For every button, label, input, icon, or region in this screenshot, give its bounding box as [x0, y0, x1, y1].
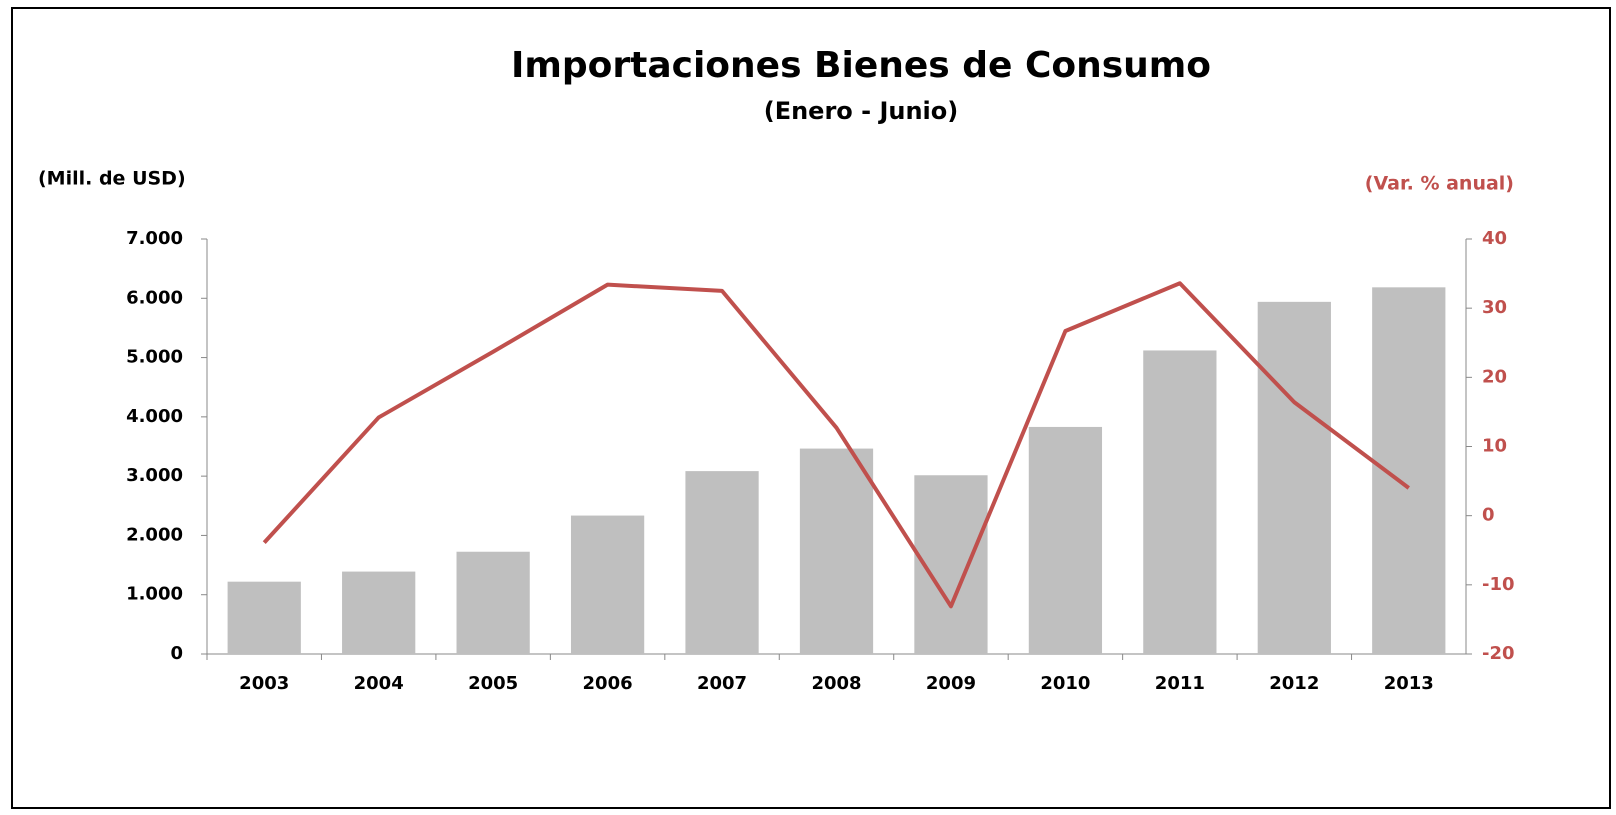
y2-axis-label: (Var. % anual): [1365, 173, 1514, 195]
x-tick-label: 2011: [1155, 673, 1205, 694]
line: [262, 281, 1410, 609]
chart-title: Importaciones Bienes de Consumo: [511, 45, 1211, 86]
x-tick-label: 2003: [239, 673, 289, 694]
y2-tick-label: -10: [1482, 574, 1515, 595]
bar: [1028, 426, 1103, 654]
x-tick-label: 2004: [354, 673, 404, 694]
x-tick-label: 2010: [1040, 673, 1090, 694]
y2-tick-label: 0: [1482, 505, 1495, 526]
y2-tick-label: 30: [1482, 297, 1507, 318]
x-tick-label: 2009: [926, 673, 976, 694]
y2-tick-label: 10: [1482, 436, 1507, 457]
y-tick-label: 2.000: [126, 524, 183, 545]
bar: [685, 471, 759, 654]
x-tick-label: 2005: [468, 673, 518, 694]
y-tick-label: 7.000: [126, 228, 183, 249]
x-tick-label: 2008: [811, 673, 861, 694]
bar: [342, 571, 416, 654]
y2-tick-label: -20: [1482, 643, 1515, 664]
y2-tick-label: 40: [1482, 228, 1507, 249]
y-tick-label: 3.000: [126, 465, 183, 486]
y-axis-label: (Mill. de USD): [38, 168, 186, 190]
chart-border: [11, 7, 1611, 809]
bar: [570, 515, 645, 654]
chart-subtitle: (Enero - Junio): [764, 97, 959, 125]
bar: [456, 551, 530, 654]
y-tick-label: 6.000: [126, 287, 183, 308]
x-tick-label: 2007: [697, 673, 747, 694]
bar: [227, 581, 301, 654]
x-tick-label: 2012: [1269, 673, 1319, 694]
y2-tick-label: 20: [1482, 366, 1507, 387]
y-tick-label: 0: [170, 643, 183, 664]
y-tick-label: 4.000: [126, 406, 183, 427]
x-tick-label: 2006: [583, 673, 633, 694]
bar: [799, 448, 874, 654]
y-tick-label: 5.000: [126, 347, 183, 368]
x-tick-label: 2013: [1384, 673, 1434, 694]
bar: [1257, 301, 1331, 654]
bar: [1143, 350, 1217, 654]
y-tick-label: 1.000: [126, 584, 183, 605]
